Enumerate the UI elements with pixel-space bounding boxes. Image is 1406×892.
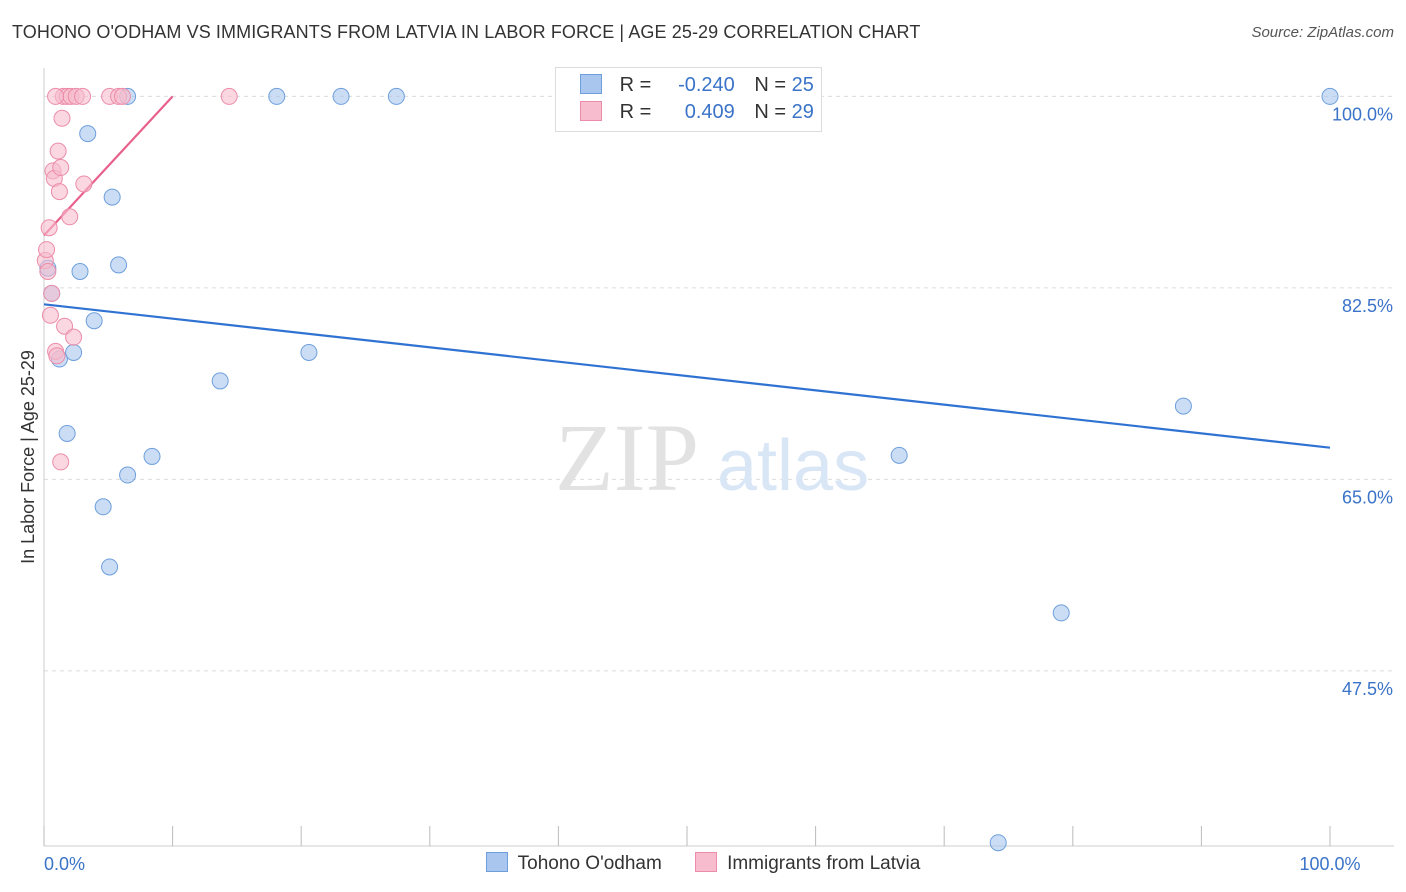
latvia-point — [53, 109, 71, 127]
tohono-point — [890, 446, 908, 464]
legend-r-value: 0.409 — [684, 101, 735, 123]
latvia-point — [74, 87, 92, 105]
tohono-point — [1174, 397, 1192, 415]
latvia-point — [49, 142, 67, 160]
legend-swatch-pink — [695, 852, 718, 872]
watermark: ZIP atlas — [555, 404, 869, 511]
legend-row-tohono: R = -0.240 N = 25 — [580, 74, 814, 100]
series-latvia-points — [36, 87, 238, 471]
watermark-atlas: atlas — [717, 426, 869, 506]
latvia-point — [61, 208, 79, 226]
tohono-point — [143, 447, 161, 465]
x-tick-label: 0.0% — [44, 854, 85, 874]
tohono-trendline — [43, 303, 1331, 449]
tohono-point — [110, 256, 128, 274]
latvia-point — [40, 219, 58, 237]
x-tick-label: 100.0% — [1299, 854, 1360, 874]
grid-lines — [44, 95, 1394, 672]
latvia-point — [50, 183, 68, 201]
y-tick-label: 65.0% — [1342, 487, 1393, 507]
latvia-point — [41, 306, 59, 324]
tick-labels: 100.0% 82.5% 65.0% 47.5% 0.0% 100.0% — [44, 104, 1393, 874]
legend-r-label: R = — [619, 74, 652, 96]
latvia-point — [113, 87, 131, 105]
source-credit: Source: ZipAtlas.com — [1251, 24, 1394, 41]
y-axis-label: In Labor Force | Age 25-29 — [18, 350, 38, 564]
chart-title: TOHONO O'ODHAM VS IMMIGRANTS FROM LATVIA… — [12, 22, 921, 42]
tohono-point — [119, 466, 137, 484]
tohono-point — [58, 424, 76, 442]
legend-item-tohono: Tohono O'odham — [485, 852, 662, 875]
legend-n-label: N = — [754, 101, 787, 123]
tohono-point — [332, 87, 350, 105]
trendlines — [43, 95, 1331, 449]
latvia-point — [52, 159, 70, 177]
tohono-point — [989, 834, 1007, 852]
tohono-point — [1321, 87, 1339, 105]
latvia-point — [65, 328, 83, 346]
legend-n-value: 25 — [791, 74, 814, 96]
tohono-point — [300, 343, 318, 361]
tohono-point — [71, 263, 89, 280]
tohono-point — [387, 87, 405, 105]
tohono-point — [1052, 604, 1070, 622]
tohono-point — [85, 312, 103, 330]
tohono-point — [94, 498, 112, 516]
y-tick-label: 47.5% — [1342, 679, 1393, 699]
watermark-zip: ZIP — [555, 404, 699, 511]
legend-n-label: N = — [754, 74, 787, 96]
axes — [43, 68, 1394, 847]
correlation-legend: R = -0.240 N = 25 R = 0.409 N = 29 — [555, 67, 822, 132]
latvia-point — [220, 87, 238, 105]
latvia-point — [48, 347, 66, 365]
latvia-point — [56, 317, 74, 335]
legend-swatch-blue — [580, 74, 602, 94]
y-tick-label: 82.5% — [1342, 296, 1393, 316]
legend-swatch-blue — [485, 852, 508, 872]
tohono-point — [79, 125, 97, 143]
latvia-point — [47, 87, 65, 105]
latvia-point — [39, 263, 57, 280]
tohono-point — [101, 558, 119, 576]
legend-item-label: Immigrants from Latvia — [727, 853, 921, 874]
legend-item-label: Tohono O'odham — [517, 853, 662, 874]
legend-r-value: -0.240 — [678, 74, 735, 96]
latvia-point — [43, 284, 61, 302]
legend-swatch-pink — [580, 101, 602, 121]
tohono-point — [103, 188, 121, 206]
tohono-point — [65, 343, 83, 361]
tohono-point — [268, 87, 286, 105]
latvia-point — [38, 241, 56, 259]
latvia-point — [75, 175, 93, 193]
legend-row-latvia: R = 0.409 N = 29 — [580, 101, 814, 127]
legend-n-value: 29 — [791, 101, 814, 123]
latvia-point — [52, 453, 70, 471]
legend-r-label: R = — [619, 101, 652, 123]
legend-item-latvia: Immigrants from Latvia — [695, 852, 920, 875]
data-points — [36, 87, 1339, 852]
series-legend: Tohono O'odham Immigrants from Latvia — [0, 852, 1406, 875]
tohono-point — [211, 372, 229, 390]
y-tick-label: 100.0% — [1332, 104, 1393, 124]
